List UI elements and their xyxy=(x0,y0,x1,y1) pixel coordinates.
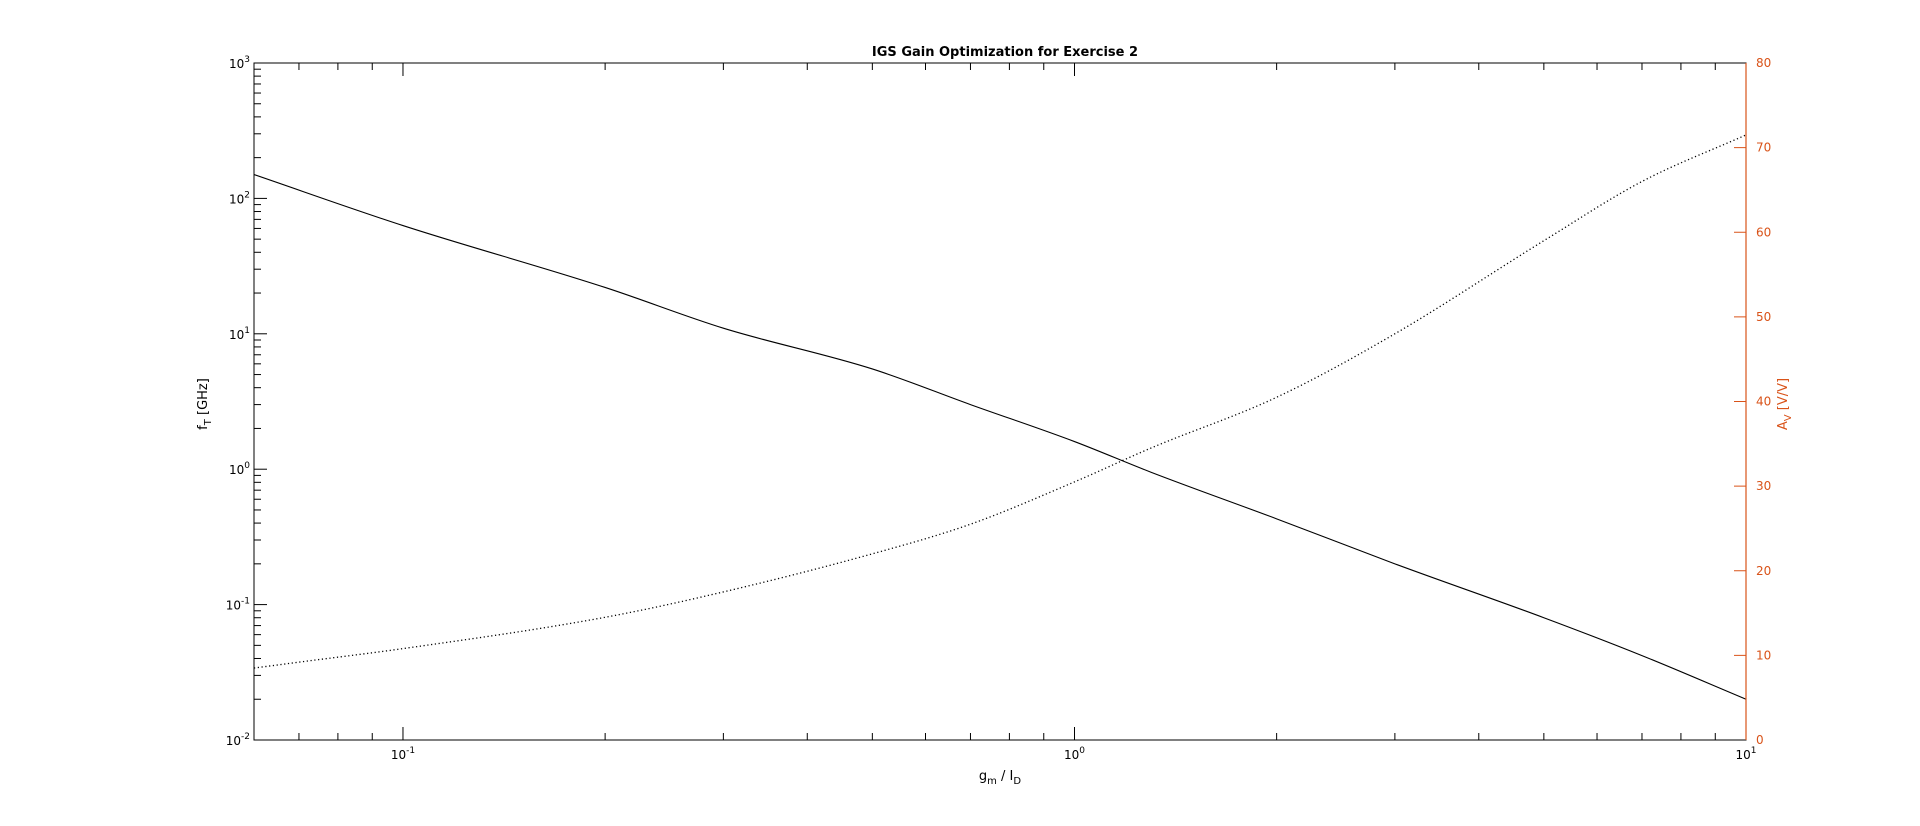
y-right-tick-label: 70 xyxy=(1756,141,1771,155)
y-left-tick-label-exp: 0 xyxy=(244,461,250,471)
y-left-axis-label-base: f xyxy=(196,425,211,430)
y-left-tick-label-base: 10 xyxy=(226,599,241,613)
y-right-axis-label-rest: [V/V] xyxy=(1776,378,1791,414)
x-tick-label: 10-1 xyxy=(391,746,415,762)
x-tick-label-exp: 1 xyxy=(1751,746,1757,756)
x-tick-label-base: 10 xyxy=(391,748,406,762)
y-left-tick-label-exp: 1 xyxy=(244,326,250,336)
plot-frame xyxy=(253,62,1747,741)
y-right-tick-label: 40 xyxy=(1756,395,1771,409)
y-right-axis-label-base: A xyxy=(1776,421,1791,430)
x-tick-label-base: 10 xyxy=(1064,748,1079,762)
y-right-tick-label: 80 xyxy=(1756,56,1771,70)
x-axis-label-mid: / I xyxy=(997,769,1013,784)
y-left-tick-label-base: 10 xyxy=(226,734,241,748)
y-left-tick-label: 102 xyxy=(229,190,250,206)
x-tick-label-exp: 0 xyxy=(1079,746,1085,756)
y-left-tick-label-exp: 3 xyxy=(244,55,250,65)
x-tick-label-exp: -1 xyxy=(406,746,415,756)
y-left-tick-label: 103 xyxy=(229,55,250,71)
y-left-tick-label-base: 10 xyxy=(229,57,244,71)
y-left-tick-label: 10-1 xyxy=(226,597,250,613)
y-right-axis-label-sub: V xyxy=(1783,414,1794,421)
y-left-tick-label: 10-2 xyxy=(226,732,250,748)
x-axis-label: gm / ID xyxy=(979,769,1022,787)
y-right-axis-label: AV [V/V] xyxy=(1776,378,1794,430)
y-left-tick-label-base: 10 xyxy=(229,328,244,342)
chart-title: IGS Gain Optimization for Exercise 2 xyxy=(872,45,1138,60)
x-tick-label: 100 xyxy=(1064,746,1085,762)
y-right-tick-label: 50 xyxy=(1756,310,1771,324)
axis-ticks-group xyxy=(253,62,1747,741)
y-left-axis-label-sub: T xyxy=(203,418,214,426)
y-left-tick-label-exp: 2 xyxy=(244,190,250,200)
x-axis-label-sub1: m xyxy=(987,776,997,787)
y-left-tick-label-base: 10 xyxy=(229,463,244,477)
y-right-tick-label: 20 xyxy=(1756,564,1771,578)
x-axis-label-sub2: D xyxy=(1013,776,1021,787)
series-layer xyxy=(253,134,1747,700)
y-left-tick-label-base: 10 xyxy=(229,192,244,206)
labels-layer: 10-1 100 10110-210-11001011021030102030405… xyxy=(226,55,1772,762)
y-left-tick-label-exp: -1 xyxy=(241,597,250,607)
series-av-line xyxy=(253,134,1747,669)
series-ft-line xyxy=(253,174,1747,700)
y-right-tick-label: 60 xyxy=(1756,225,1771,239)
x-axis-label-base: g xyxy=(979,769,987,784)
x-tick-label-base: 10 xyxy=(1735,748,1750,762)
y-right-tick-label: 30 xyxy=(1756,479,1771,493)
y-left-tick-label: 101 xyxy=(229,326,250,342)
y-left-axis-label-rest: [GHz] xyxy=(196,378,211,419)
x-tick-label: 101 xyxy=(1735,746,1756,762)
y-left-tick-label-exp: -2 xyxy=(241,732,250,742)
y-left-axis-label: fT [GHz] xyxy=(196,378,214,430)
y-left-tick-label: 100 xyxy=(229,461,250,477)
y-right-tick-label: 0 xyxy=(1756,733,1764,747)
y-right-tick-label: 10 xyxy=(1756,648,1771,662)
